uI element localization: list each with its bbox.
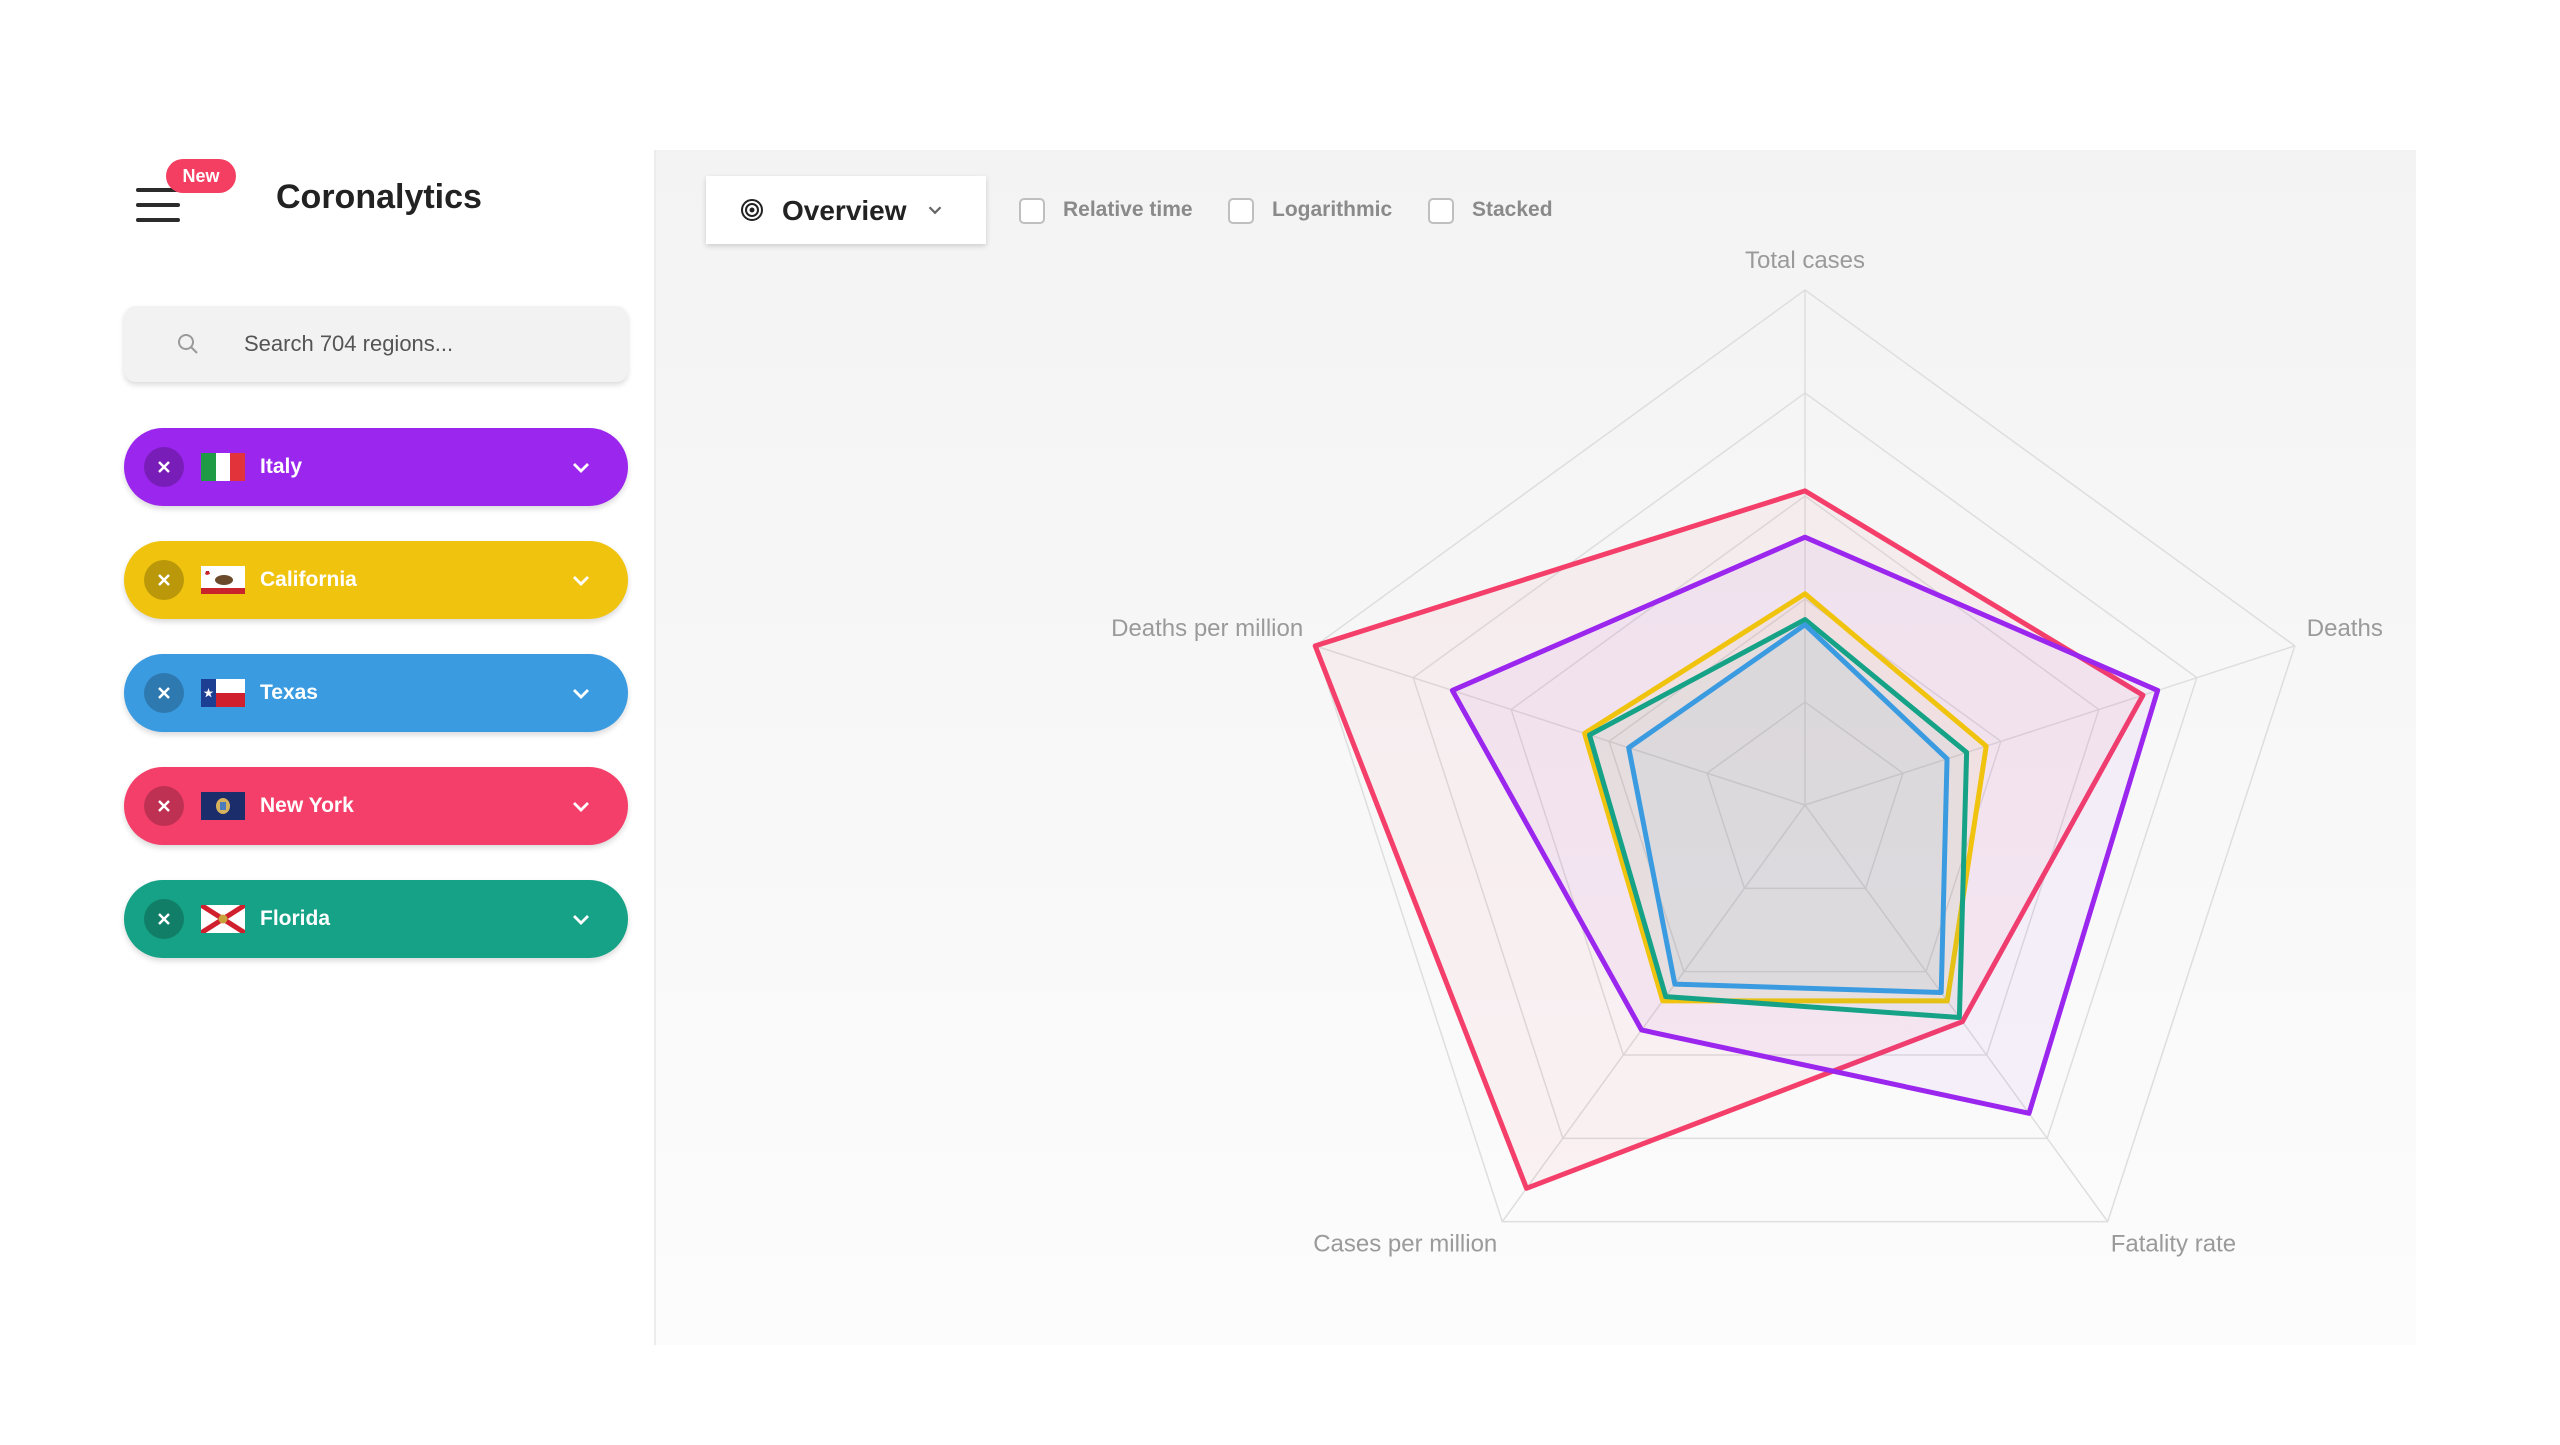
- close-icon: [158, 913, 170, 925]
- search-input[interactable]: [244, 324, 604, 364]
- radar-axis-line: [1804, 804, 2109, 1223]
- remove-region-button[interactable]: [144, 786, 184, 826]
- remove-region-button[interactable]: [144, 447, 184, 487]
- radar-icon: [741, 199, 763, 221]
- radar-series-california: [1582, 591, 1989, 1004]
- region-new-york[interactable]: New York: [124, 767, 628, 845]
- close-icon: [158, 574, 170, 586]
- region-label: Texas: [260, 681, 318, 704]
- radar-series-italy: [1449, 534, 2161, 1116]
- search-icon: [178, 334, 198, 354]
- radar-grid-ring: [1608, 598, 2002, 973]
- close-icon: [158, 687, 170, 699]
- radar-grid-ring: [1412, 392, 2198, 1140]
- close-icon: [158, 800, 170, 812]
- remove-region-button[interactable]: [144, 899, 184, 939]
- checkbox-box[interactable]: [1228, 198, 1254, 224]
- radar-series-florida: [1586, 617, 1970, 1020]
- chevron-down-icon[interactable]: [569, 794, 593, 818]
- region-label: Florida: [260, 907, 331, 930]
- view-dropdown-label: Overview: [782, 195, 907, 226]
- region-florida[interactable]: Florida: [124, 880, 628, 958]
- checkbox-label: Stacked: [1472, 198, 1553, 221]
- checkbox-label: Logarithmic: [1272, 198, 1393, 221]
- region-italy[interactable]: Italy: [124, 428, 628, 506]
- radar-grid-ring: [1706, 701, 1904, 890]
- radar-axis-line: [1804, 645, 2296, 806]
- radar-axis-line: [1501, 804, 1806, 1223]
- chevron-down-icon[interactable]: [569, 907, 593, 931]
- region-california[interactable]: California: [124, 541, 628, 619]
- region-texas[interactable]: Texas: [124, 654, 628, 732]
- florida-flag-icon: [201, 905, 245, 933]
- radar-axis-label: Cases per million: [1313, 1231, 1497, 1258]
- chevron-down-icon[interactable]: [569, 455, 593, 479]
- checkbox-box[interactable]: [1428, 198, 1454, 224]
- radar-axis-label: Deaths per million: [1111, 615, 1303, 642]
- region-label: New York: [260, 794, 354, 817]
- texas-flag-icon: [201, 679, 245, 707]
- checkbox-box[interactable]: [1019, 198, 1045, 224]
- radar-axis-label: Total cases: [1745, 247, 1865, 274]
- checkbox-label: Relative time: [1063, 198, 1193, 221]
- region-label: California: [260, 568, 357, 591]
- italy-flag-icon: [201, 453, 245, 481]
- radar-axis-line: [1314, 645, 1806, 806]
- chart-panel: [656, 150, 2416, 1345]
- radar-axis-label: Fatality rate: [2111, 1231, 2236, 1258]
- region-label: Italy: [260, 455, 303, 478]
- radar-axis-label: Deaths: [2307, 615, 2383, 642]
- chevron-down-icon: [928, 206, 942, 215]
- chevron-down-icon[interactable]: [569, 568, 593, 592]
- radar-series-texas: [1626, 622, 1950, 995]
- logarithmic-checkbox[interactable]: Logarithmic: [1228, 196, 1418, 226]
- close-icon: [158, 461, 170, 473]
- new-badge: New: [166, 159, 236, 193]
- app-title: Coronalytics: [276, 178, 482, 216]
- relative-time-checkbox[interactable]: Relative time: [1019, 196, 1219, 226]
- search-box[interactable]: [124, 306, 628, 382]
- chevron-down-icon[interactable]: [569, 681, 593, 705]
- radar-grid-ring: [1314, 289, 2296, 1223]
- sidebar-divider: [654, 150, 656, 1345]
- remove-region-button[interactable]: [144, 560, 184, 600]
- california-flag-icon: [201, 566, 245, 594]
- view-dropdown[interactable]: Overview: [706, 176, 986, 244]
- remove-region-button[interactable]: [144, 673, 184, 713]
- radar-grid-ring: [1510, 495, 2100, 1056]
- menu-icon[interactable]: [136, 188, 180, 222]
- stacked-checkbox[interactable]: Stacked: [1428, 196, 1568, 226]
- new-york-flag-icon: [201, 792, 245, 820]
